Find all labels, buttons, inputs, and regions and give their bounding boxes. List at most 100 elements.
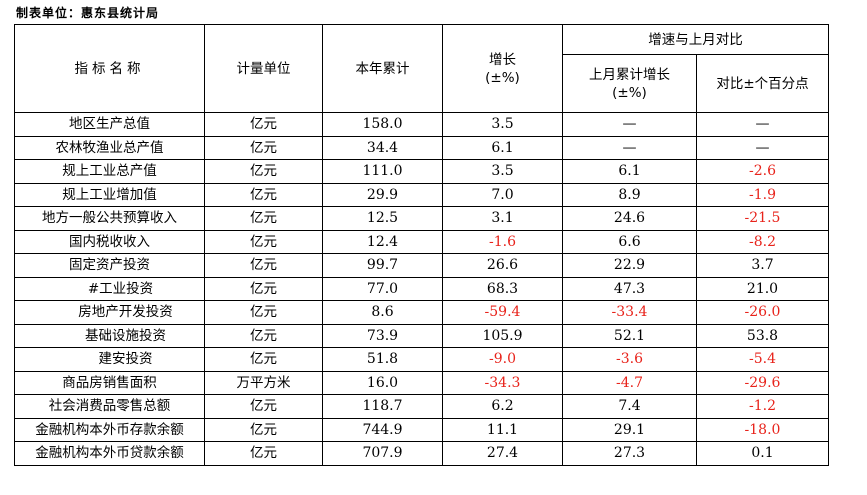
indicator-name: #工业投资: [14, 276, 205, 301]
last-month-growth-value: -3.6: [562, 347, 697, 372]
indicator-name: 固定资产投资: [14, 253, 205, 278]
growth-value: -59.4: [442, 300, 563, 325]
header-unit: 计量单位: [204, 24, 323, 113]
indicator-name: 建安投资: [14, 347, 205, 372]
table-row: 社会消费品零售总额 亿元 118.7 6.2 7.4 -1.2: [14, 394, 829, 419]
pp-change-value: -2.6: [696, 159, 829, 184]
unit-cell: 亿元: [204, 112, 323, 137]
ytd-value: 118.7: [322, 394, 443, 419]
last-month-growth-value: -4.7: [562, 370, 697, 395]
table-row: 房地产开发投资 亿元 8.6 -59.4 -33.4 -26.0: [14, 300, 829, 325]
last-month-growth-value: 29.1: [562, 417, 697, 442]
pp-change-value: 3.7: [696, 253, 829, 278]
growth-value: 6.2: [442, 394, 563, 419]
indicator-name: 规上工业总产值: [14, 159, 205, 184]
growth-value: 105.9: [442, 323, 563, 348]
indicator-name: 地方一般公共预算收入: [14, 206, 205, 231]
table-row: 基础设施投资 亿元 73.9 105.9 52.1 53.8: [14, 323, 829, 348]
indicator-name: 金融机构本外币存款余额: [14, 417, 205, 442]
header-last-month-growth: 上月累计增长 (±%): [562, 54, 697, 113]
indicator-name: 房地产开发投资: [14, 300, 205, 325]
growth-value: 6.1: [442, 135, 563, 160]
pp-change-value: -18.0: [696, 417, 829, 442]
indicator-name: 地区生产总值: [14, 112, 205, 137]
last-month-growth-value: 7.4: [562, 394, 697, 419]
pp-change-value: 53.8: [696, 323, 829, 348]
ytd-value: 12.4: [322, 229, 443, 254]
unit-cell: 亿元: [204, 347, 323, 372]
ytd-value: 73.9: [322, 323, 443, 348]
ytd-value: 16.0: [322, 370, 443, 395]
ytd-value: 707.9: [322, 441, 443, 466]
unit-cell: 亿元: [204, 159, 323, 184]
unit-cell: 亿元: [204, 323, 323, 348]
ytd-value: 29.9: [322, 182, 443, 207]
last-month-growth-value: 27.3: [562, 441, 697, 466]
growth-value: 27.4: [442, 441, 563, 466]
pp-change-value: —: [696, 112, 829, 137]
indicator-name: 农林牧渔业总产值: [14, 135, 205, 160]
header-growth: 增长 (±%): [442, 24, 563, 113]
ytd-value: 111.0: [322, 159, 443, 184]
table-caption: 制表单位：惠东县统计局: [16, 6, 160, 20]
table-row: 地区生产总值 亿元 158.0 3.5— —: [14, 112, 829, 137]
table-row: 固定资产投资 亿元 99.7 26.6 22.9 3.7: [14, 253, 829, 278]
growth-value: -1.6: [442, 229, 563, 254]
last-month-growth-value: —: [562, 112, 697, 137]
growth-value: 7.0: [442, 182, 563, 207]
ytd-value: 12.5: [322, 206, 443, 231]
header-compare-group: 增速与上月对比: [562, 24, 829, 55]
indicator-name: 金融机构本外币贷款余额: [14, 441, 205, 466]
indicator-name: 社会消费品零售总额: [14, 394, 205, 419]
growth-value: 11.1: [442, 417, 563, 442]
pp-change-value: -5.4: [696, 347, 829, 372]
table-row: #工业投资 亿元 77.0 68.3 47.3 21.0: [14, 276, 829, 301]
last-month-growth-value: 8.9: [562, 182, 697, 207]
table-row: 商品房销售面积 万平方米 16.0 -34.3 -4.7 -29.6: [14, 370, 829, 395]
table-row: 农林牧渔业总产值 亿元 34.4 6.1— —: [14, 135, 829, 160]
last-month-growth-value: 22.9: [562, 253, 697, 278]
table-row: 规上工业增加值 亿元 29.9 7.0 8.9 -1.9: [14, 182, 829, 207]
growth-value: 26.6: [442, 253, 563, 278]
ytd-value: 77.0: [322, 276, 443, 301]
ytd-value: 51.8: [322, 347, 443, 372]
unit-cell: 亿元: [204, 300, 323, 325]
ytd-value: 99.7: [322, 253, 443, 278]
table-row: 规上工业总产值 亿元 111.0 3.5 6.1 -2.6: [14, 159, 829, 184]
ytd-value: 158.0: [322, 112, 443, 137]
unit-cell: 亿元: [204, 182, 323, 207]
unit-cell: 亿元: [204, 441, 323, 466]
pp-change-value: -29.6: [696, 370, 829, 395]
ytd-value: 744.9: [322, 417, 443, 442]
indicator-name: 国内税收收入: [14, 229, 205, 254]
unit-cell: 亿元: [204, 206, 323, 231]
unit-cell: 亿元: [204, 253, 323, 278]
table-row: 建安投资 亿元 51.8 -9.0 -3.6 -5.4: [14, 347, 829, 372]
unit-cell: 亿元: [204, 276, 323, 301]
header-ytd: 本年累计: [322, 24, 443, 113]
table-row: 国内税收收入 亿元 12.4 -1.6 6.6 -8.2: [14, 229, 829, 254]
pp-change-value: -26.0: [696, 300, 829, 325]
unit-cell: 亿元: [204, 135, 323, 160]
last-month-growth-value: 24.6: [562, 206, 697, 231]
last-month-growth-value: —: [562, 135, 697, 160]
indicator-name: 基础设施投资: [14, 323, 205, 348]
pp-change-value: -8.2: [696, 229, 829, 254]
statistics-table: 指标名称 计量单位 本年累计 增长 (±%) 增速与上月对比 上月累计增长 (±…: [14, 24, 829, 466]
pp-change-value: -21.5: [696, 206, 829, 231]
growth-value: 3.5: [442, 112, 563, 137]
indicator-name: 商品房销售面积: [14, 370, 205, 395]
growth-value: 68.3: [442, 276, 563, 301]
unit-cell: 亿元: [204, 417, 323, 442]
unit-cell: 亿元: [204, 394, 323, 419]
indicator-name: 规上工业增加值: [14, 182, 205, 207]
pp-change-value: 0.1: [696, 441, 829, 466]
ytd-value: 34.4: [322, 135, 443, 160]
growth-value: -9.0: [442, 347, 563, 372]
growth-value: -34.3: [442, 370, 563, 395]
growth-value: 3.5: [442, 159, 563, 184]
last-month-growth-value: 6.6: [562, 229, 697, 254]
last-month-growth-value: 52.1: [562, 323, 697, 348]
header-indicator: 指标名称: [14, 24, 205, 113]
pp-change-value: -1.9: [696, 182, 829, 207]
